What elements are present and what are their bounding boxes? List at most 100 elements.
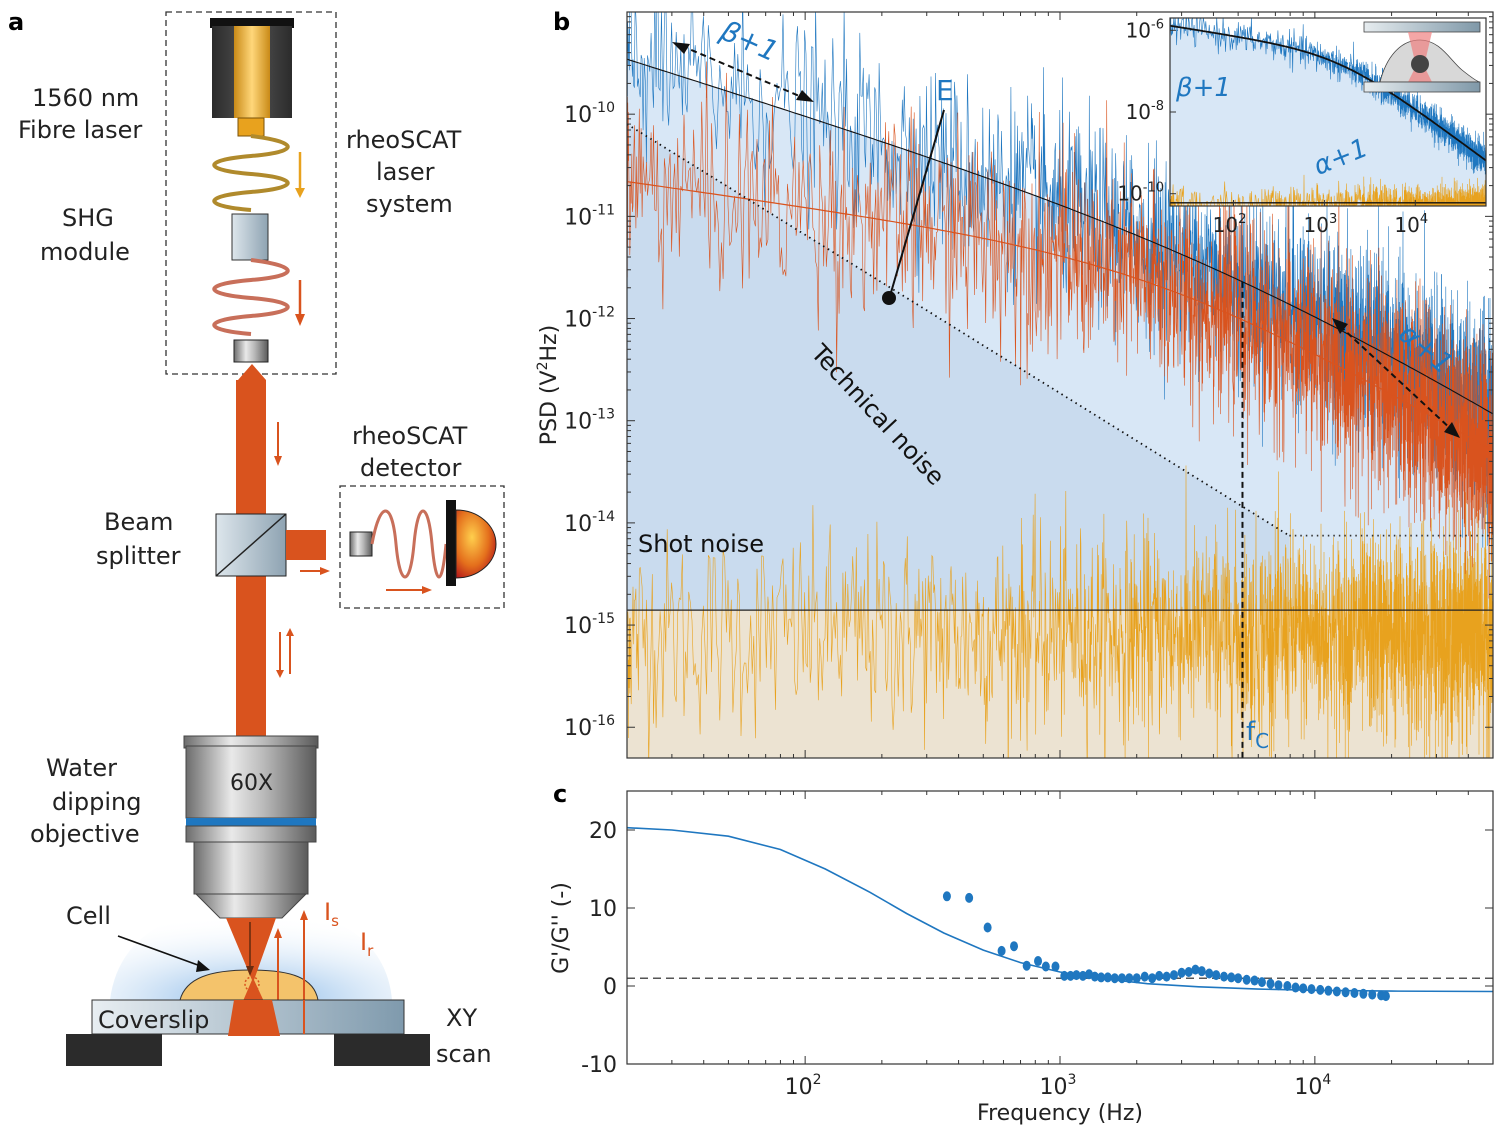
inset-cartoon-bead: [1411, 55, 1429, 73]
detector-fibre-coil: [370, 509, 448, 579]
objective-lower: [193, 841, 309, 895]
shg-label-2: module: [40, 238, 130, 266]
ratio-data-point: [1291, 982, 1300, 993]
red-arrowhead: [295, 314, 305, 326]
ratio-data-point: [1250, 975, 1259, 986]
psd-y-tick-label: 10-15: [564, 611, 615, 639]
ratio-x-tick-label: 102: [785, 1072, 822, 1100]
ratio-data-point: [1034, 956, 1043, 967]
frequency-x-label: Frequency (Hz): [977, 1101, 1143, 1126]
inset-x-ticks: 102 103 104: [1213, 200, 1428, 237]
inset-x-tick-label: 102: [1213, 212, 1247, 237]
laser-system-box: [165, 11, 337, 375]
inset-x-tick-label: 103: [1304, 212, 1338, 237]
detector-plate: [446, 500, 456, 586]
psd-y-tick-label: 10-10: [564, 100, 615, 128]
ratio-data-point: [1381, 991, 1390, 1002]
ratio-data-point: [1332, 986, 1341, 997]
system-label-2: laser: [376, 158, 435, 186]
ratio-data-point: [1205, 968, 1214, 979]
ratio-data-point: [1051, 961, 1060, 972]
inset-series-yellow: [1170, 174, 1486, 206]
b-series-red-line: [627, 61, 1493, 599]
psd-fit-red: [627, 181, 1493, 452]
ratio-data-point: [997, 945, 1006, 956]
ratio-y-tick-label: -10: [581, 1053, 617, 1078]
ratio-y-tick-label: 20: [589, 819, 617, 844]
inset-series-blue: [1170, 18, 1486, 175]
obj-label-1: Water: [46, 754, 117, 782]
psd-series-yellow: [627, 465, 1493, 758]
stage-right: [334, 1034, 430, 1066]
is-label: Is: [324, 898, 339, 930]
ratio-data-point: [1022, 960, 1031, 971]
beta-arrowhead-right: [796, 90, 814, 102]
inset-cartoon-cell: [1379, 39, 1481, 83]
ratio-data-point: [1078, 970, 1087, 981]
psd-inset: 10-610-810-10 102 103 104 β+1 α+1: [1117, 17, 1487, 237]
panel-b-label: b: [553, 8, 570, 36]
in-series-yellow-line: [1170, 174, 1486, 206]
scan-label-1: XY: [446, 1004, 477, 1032]
ratio-data-point: [1155, 970, 1164, 981]
ratio-data-point: [1117, 973, 1126, 984]
side-beam: [286, 530, 326, 560]
ratio-data-point: [1341, 987, 1350, 998]
panel-c-label: c: [553, 780, 567, 808]
ir-label: Ir: [360, 928, 374, 960]
psd-y-ticks: 10-10 10-11 10-12 10-13 10-14 10-15 10-16: [564, 16, 1493, 741]
laser-label-2: Fibre laser: [18, 116, 142, 144]
inset-cartoon-bottom-bar: [1363, 81, 1481, 93]
ratio-data-point: [1191, 964, 1200, 975]
ratio-data-point: [1197, 966, 1206, 977]
obj-label-2: dipping: [52, 788, 141, 816]
fibre-laser-cap: [210, 18, 294, 28]
bs-label-2: splitter: [96, 542, 181, 570]
ratio-x-tick-label: 103: [1040, 1072, 1077, 1100]
objective-mag: 60X: [230, 771, 273, 796]
ratio-data-point: [1132, 973, 1141, 984]
objective-body: [185, 745, 317, 819]
ratio-data-point: [1148, 973, 1157, 984]
shot-noise-label: Shot noise: [638, 530, 764, 558]
technical-noise-line: [627, 123, 1290, 537]
ratio-data-point: [1266, 978, 1275, 989]
ratio-data-point: [1234, 973, 1243, 984]
laser-label-1: 1560 nm: [32, 84, 139, 112]
collimator: [233, 339, 269, 363]
cell-pointer: [117, 935, 207, 969]
ratio-data-point: [1359, 988, 1368, 999]
beta-arrowhead-left: [672, 42, 690, 54]
b-series-yellow-line: [627, 465, 1493, 758]
detector-connector: [349, 531, 373, 557]
beam-splitter-diagonal: [215, 513, 287, 577]
ratio-data-point: [1242, 974, 1251, 985]
system-label-1: rheoSCAT: [346, 126, 462, 154]
ratio-data-point: [1140, 971, 1149, 982]
ratio-data-point: [1090, 971, 1099, 982]
ratio-data-point: [1060, 970, 1069, 981]
fc-label: fC: [1246, 717, 1269, 753]
probe-particle: [244, 976, 260, 992]
in-series-blue-line: [1170, 18, 1486, 175]
ratio-data-point: [1169, 970, 1178, 981]
inset-y-ticks: 10-6 10-8 10-10: [1117, 17, 1176, 206]
panel-c: c 20 10 0 -10 102 103 104 G'/G'' (-) Frequenc…: [549, 780, 1494, 1126]
ratio-data-point: [1212, 970, 1221, 981]
ratio-data-point: [1072, 970, 1081, 981]
ratio-data-point: [1066, 970, 1075, 981]
ratio-data-point: [965, 892, 974, 903]
ratio-data-point: [1283, 981, 1292, 991]
cell-pointer-head: [196, 960, 210, 972]
psd-x-ticks: [626, 12, 1494, 758]
focused-beam-lower: [228, 1000, 280, 1036]
beam-top: [238, 364, 266, 380]
ratio-y-tick-label: 0: [603, 975, 617, 1000]
ratio-fit-curve: [627, 826, 1493, 993]
beta-arrow: [681, 45, 805, 99]
beta-label: β+1: [715, 14, 783, 69]
ratio-data-point: [1177, 967, 1186, 978]
ratio-points: [942, 891, 1390, 1002]
cell-label: Cell: [66, 902, 111, 930]
